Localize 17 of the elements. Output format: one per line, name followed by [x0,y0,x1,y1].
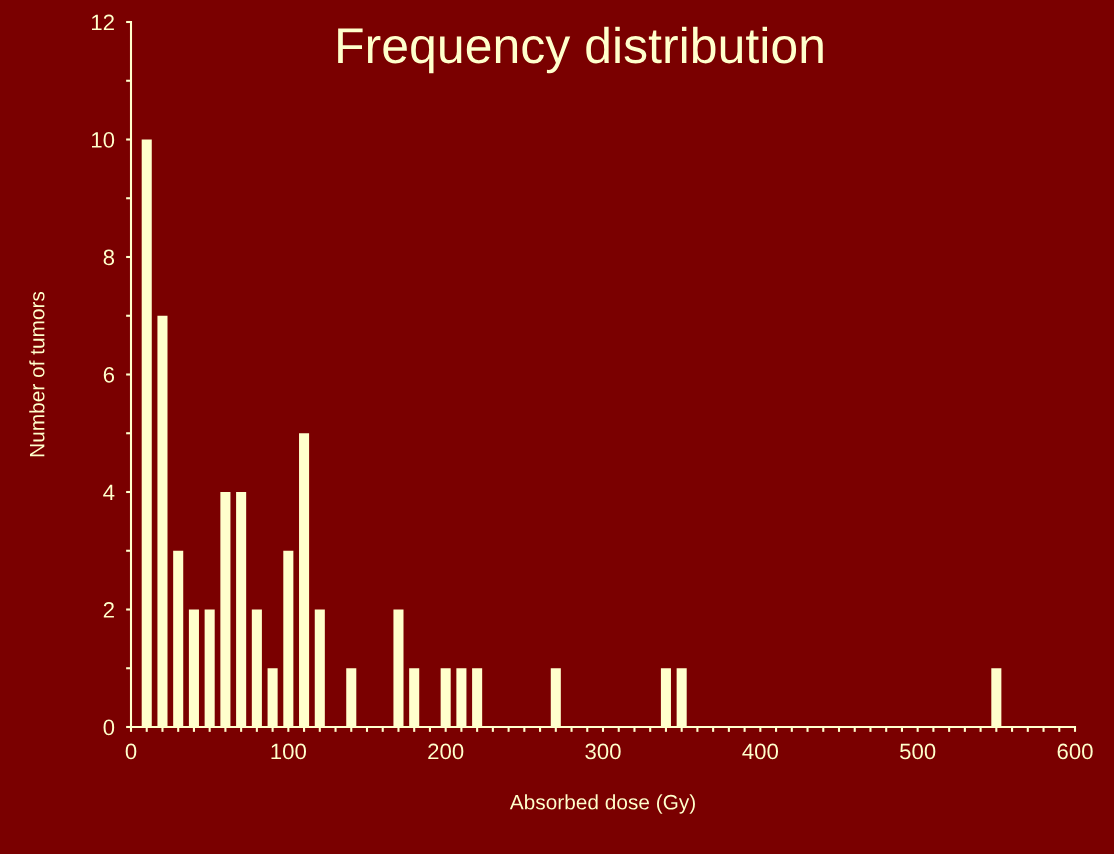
y-tick-label: 6 [103,367,115,383]
y-tick-label: 0 [103,719,115,736]
x-tick-label: 200 [428,743,464,760]
x-tick-label: 100 [271,743,306,760]
chart-title: Frequency distribution [338,26,823,74]
x-tick-label: 400 [742,743,778,760]
x-tick-label: 0 [125,743,137,760]
y-axis-title: Number of tumors [29,291,45,457]
y-tick-label: 2 [103,602,114,618]
x-tick-label: 300 [585,743,621,760]
y-tick-label: 4 [103,484,115,501]
y-tick-label: 12 [92,14,114,31]
x-tick-label: 600 [1057,743,1093,760]
x-axis-title: Absorbed dose (Gy) [509,794,695,814]
y-tick-label: 8 [103,249,115,266]
x-tick-label: 500 [900,743,936,760]
y-tick-label: 10 [92,132,115,148]
